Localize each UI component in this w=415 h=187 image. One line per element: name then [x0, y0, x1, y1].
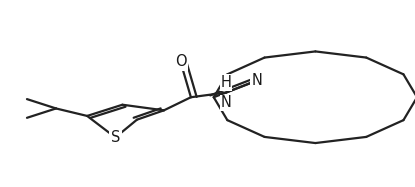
Text: H: H	[221, 75, 232, 90]
Text: S: S	[111, 130, 120, 145]
Text: N: N	[221, 95, 232, 110]
Text: N: N	[252, 73, 263, 88]
Text: O: O	[175, 54, 186, 69]
